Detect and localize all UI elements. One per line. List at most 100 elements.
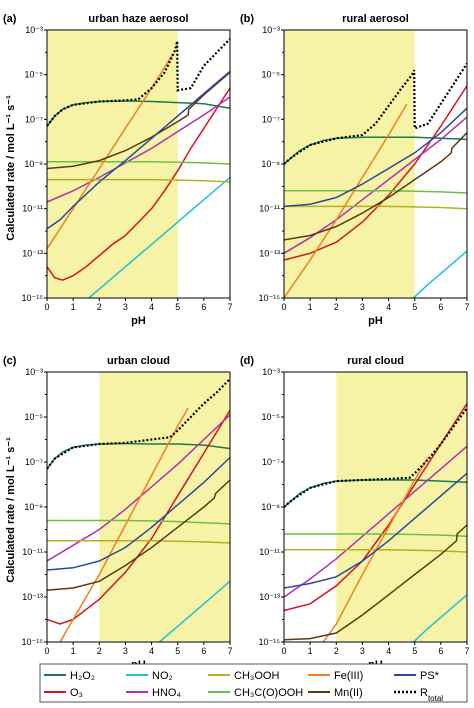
y-tick-label: 10⁻⁷ <box>25 114 43 124</box>
series-line-no2 <box>412 594 467 642</box>
x-tick-label: 1 <box>308 646 313 656</box>
panel-title: rural cloud <box>347 355 404 367</box>
y-tick-label: 10⁻⁷ <box>25 457 43 467</box>
series-line-rtotal <box>284 62 467 165</box>
panel-0: 0 1 2 3 4 5 6 7 10⁻¹⁵ 10⁻¹³ 10⁻¹¹ 10⁻⁹ 10⁻⁷ 10⁻⁵ 10⁻³ p… <box>3 13 233 327</box>
legend-label-fe: Fe(III) <box>334 670 363 682</box>
x-tick-label: 3 <box>123 302 128 312</box>
y-tick-label: 10⁻¹³ <box>22 248 43 258</box>
series-line-rtotal <box>47 38 230 127</box>
series-line-o3 <box>47 87 230 281</box>
x-tick-label: 7 <box>464 302 469 312</box>
x-tick-label: 4 <box>386 646 391 656</box>
x-axis-label: pH <box>368 315 383 327</box>
y-tick-label: 10⁻¹⁵ <box>22 637 44 647</box>
panel-letter: (a) <box>3 13 17 25</box>
series-line-ch3ooh <box>47 178 230 183</box>
series-line-ps <box>47 456 230 571</box>
series-line-hno4 <box>47 96 230 203</box>
legend-label-ch3ooh: CH₃OOH <box>234 670 279 682</box>
x-tick-label: 1 <box>71 302 76 312</box>
x-tick-label: 3 <box>360 302 365 312</box>
series-line-ps <box>284 107 467 208</box>
y-axis-label-top: Calculated rate / mol L⁻¹ s⁻¹ <box>5 95 17 241</box>
y-tick-label: 10⁻⁵ <box>262 412 281 422</box>
series-line-ch3ooh <box>284 205 467 210</box>
y-tick-label: 10⁻³ <box>25 25 43 35</box>
x-tick-label: 5 <box>175 646 180 656</box>
panel-letter: (d) <box>240 355 254 367</box>
shaded-ph-region <box>47 30 178 298</box>
series-line-fe <box>47 54 174 250</box>
y-tick-label: 10⁻¹³ <box>259 248 280 258</box>
x-tick-label: 2 <box>97 302 102 312</box>
legend-label-mn: Mn(II) <box>334 687 363 699</box>
y-tick-label: 10⁻⁹ <box>24 502 43 512</box>
x-tick-label: 1 <box>71 646 76 656</box>
series-line-ch3cooh <box>284 533 467 538</box>
panel-3: 0123456710⁻¹⁵10⁻¹³10⁻¹¹10⁻⁹10⁻⁷10⁻⁵10⁻³p… <box>240 355 470 671</box>
y-tick-label: 10⁻¹¹ <box>259 204 280 214</box>
y-tick-label: 10⁻³ <box>25 367 43 377</box>
y-tick-label: 10⁻¹⁵ <box>22 293 44 303</box>
x-tick-label: 3 <box>123 646 128 656</box>
x-tick-label: 2 <box>334 302 339 312</box>
y-tick-label: 10⁻¹¹ <box>259 547 280 557</box>
x-tick-label: 5 <box>412 302 417 312</box>
series-line-ch3ooh <box>47 540 230 544</box>
y-tick-label: 10⁻¹³ <box>259 592 280 602</box>
x-tick-label: 2 <box>97 646 102 656</box>
series-line-fe <box>284 103 408 298</box>
panel-letter: (c) <box>3 355 17 367</box>
x-tick-label: 0 <box>281 646 286 656</box>
series-line-mn <box>284 132 467 241</box>
legend-box <box>39 663 468 703</box>
shaded-ph-region <box>99 372 231 642</box>
x-tick-label: 0 <box>281 302 286 312</box>
x-tick-label: 4 <box>149 646 154 656</box>
legend-label-o3: O₃ <box>70 687 83 699</box>
x-tick-label: 7 <box>464 646 469 656</box>
legend-label-no2: NO₂ <box>152 670 173 682</box>
series-line-ps <box>284 472 467 589</box>
x-tick-label: 4 <box>386 302 391 312</box>
series-line-hno4 <box>284 445 467 598</box>
series-line-hno4 <box>47 414 230 562</box>
x-tick-label: 3 <box>360 646 365 656</box>
y-tick-label: 10⁻¹¹ <box>22 547 43 557</box>
panel-letter: (b) <box>240 13 254 25</box>
y-tick-label: 10⁻⁵ <box>262 70 281 80</box>
x-tick-label: 4 <box>149 302 154 312</box>
legend-label-hno4: HNO₄ <box>152 687 181 699</box>
x-tick-label: 0 <box>44 646 49 656</box>
series-line-o3 <box>284 85 467 261</box>
panel-1: 0 1 2 3 4 5 6 7 10⁻¹⁵ 10⁻¹³ 10⁻¹¹ 10⁻⁹ 10⁻⁷ 10⁻⁵ 10⁻³ p… <box>240 13 470 327</box>
y-tick-label: 10⁻⁵ <box>25 412 44 422</box>
y-tick-label: 10⁻¹¹ <box>22 204 43 214</box>
series-line-rtotal <box>284 407 467 508</box>
series-line-ch3cooh <box>284 190 467 194</box>
panel-title: rural aerosol <box>342 13 409 25</box>
x-tick-label: 7 <box>227 302 232 312</box>
legend: H₂O₂ O₃ NO₂ HNO₄ CH₃OOH CH₃C(O)OOH Fe(III) Mn(I… <box>39 663 468 703</box>
panel-title: urban haze aerosol <box>88 13 188 25</box>
y-tick-label: 10⁻³ <box>262 367 280 377</box>
shaded-ph-region <box>336 372 467 642</box>
x-tick-label: 6 <box>201 302 206 312</box>
y-tick-label: 10⁻³ <box>262 25 280 35</box>
series-line-o3 <box>284 403 467 612</box>
series-line-ps <box>47 70 230 230</box>
panel-2: 0123456710⁻¹⁵10⁻¹³10⁻¹¹10⁻⁹10⁻⁷10⁻⁵10⁻³p… <box>3 355 233 671</box>
series-line-fe <box>59 407 189 642</box>
panel-title: urban cloud <box>107 355 170 367</box>
y-tick-label: 10⁻⁹ <box>261 159 280 169</box>
x-tick-label: 5 <box>175 302 180 312</box>
y-tick-label: 10⁻⁷ <box>262 114 280 124</box>
y-tick-label: 10⁻⁹ <box>261 502 280 512</box>
x-tick-label: 6 <box>201 646 206 656</box>
x-tick-label: 1 <box>308 302 313 312</box>
x-tick-label: 0 <box>44 302 49 312</box>
series-line-no2 <box>158 580 230 642</box>
series-line-ch3cooh <box>47 161 230 165</box>
